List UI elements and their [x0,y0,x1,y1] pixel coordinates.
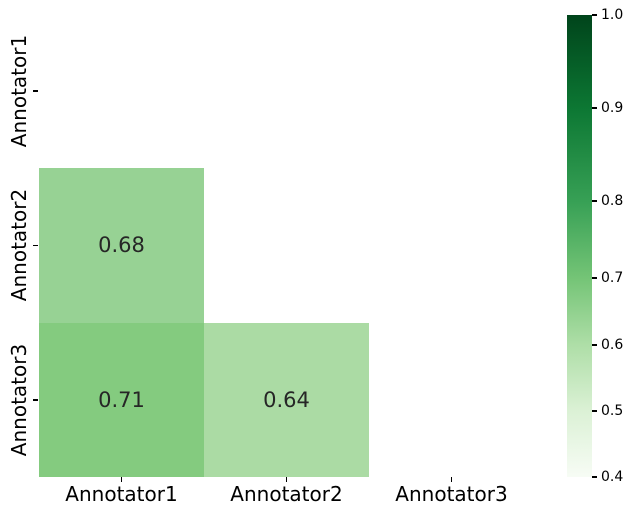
cell-value: 0.71 [98,387,145,412]
colorbar-tick-mark [592,476,597,478]
x-tick-label: Annotator3 [395,482,508,506]
colorbar-tick-mark [592,107,597,109]
colorbar-tick-mark [592,277,597,279]
colorbar-tick-label: 0.4 [601,469,624,485]
colorbar-tick-label: 0.7 [601,269,624,286]
y-tick-label: Annotator3 [7,343,31,457]
x-tick-label: Annotator1 [65,482,178,506]
heatmap-cell: 0.64 [204,322,369,477]
colorbar-tick-label: 0.8 [601,193,624,210]
colorbar-tick-mark [592,410,597,412]
colorbar-tick-label: 0.6 [601,336,624,353]
y-tick-label: Annotator2 [7,189,31,302]
x-tick-label: Annotator2 [230,482,343,506]
cell-value: 0.64 [263,387,310,412]
x-tick-mark [450,477,453,482]
cell-value: 0.68 [98,233,145,258]
colorbar-tick-label: 0.5 [601,402,624,419]
y-tick-label: Annotator1 [7,34,31,148]
colorbar [567,15,592,477]
colorbar-tick-mark [592,200,597,202]
x-tick-mark [285,477,288,482]
colorbar-tick-mark [592,14,597,16]
colorbar-gradient [567,15,592,477]
x-tick-mark [120,477,123,482]
plot-area: 0.68 0.71 0.64 [39,14,534,477]
y-tick-mark [33,399,38,401]
colorbar-tick-mark [592,344,597,346]
colorbar-tick-label: 0.9 [601,99,624,116]
heatmap-cell: 0.68 [39,168,204,323]
y-tick-mark [33,244,38,247]
colorbar-tick-label: 1.0 [601,7,624,23]
y-tick-mark [33,90,38,92]
heatmap-cell: 0.71 [39,322,204,477]
